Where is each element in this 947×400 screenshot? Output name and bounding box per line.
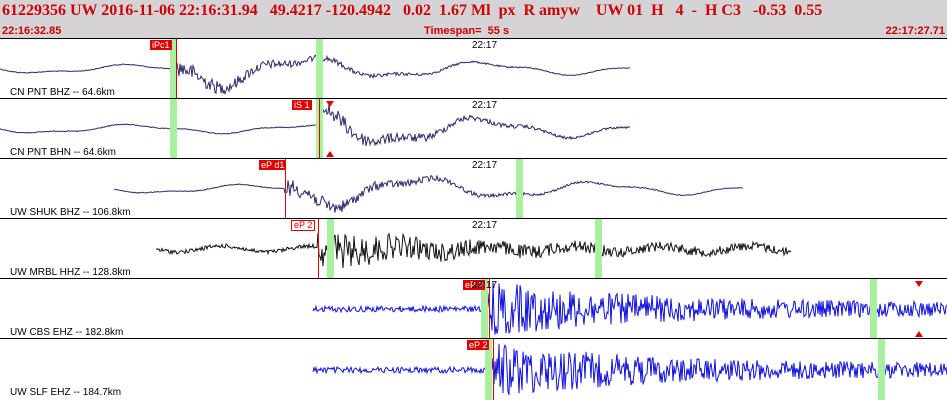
waveform-trace: [113, 174, 744, 213]
pick-line: [493, 339, 494, 400]
arrival-marker: [485, 339, 492, 400]
waveform-trace: [312, 343, 947, 395]
pick-line: [318, 219, 319, 278]
time-label: 22:17: [472, 100, 498, 111]
channel-label: UW SHUK BHZ -- 106.8km: [10, 207, 131, 218]
arrival-marker: [878, 339, 885, 400]
pick-line: [319, 99, 320, 158]
phase-pick[interactable]: eP d1: [259, 160, 287, 170]
arrival-marker: [870, 279, 877, 338]
seismogram-panel[interactable]: iS 1 22:17 CN PNT BHN -- 64.6km: [0, 98, 947, 158]
arrival-marker: [170, 39, 177, 98]
event-title: 61229356 UW 2016-11-06 22:16:31.94 49.42…: [2, 2, 823, 19]
seismogram-panel[interactable]: iPc1 22:17 CN PNT BHZ -- 64.6km: [0, 38, 947, 98]
phase-pick[interactable]: iPc1: [150, 40, 172, 50]
waveform-trace: [0, 54, 630, 96]
time-label: 22:17: [472, 220, 498, 231]
pick-line: [176, 39, 177, 98]
phase-pick[interactable]: eP 2: [291, 220, 316, 231]
seismogram-panels: iPc1 22:17 CN PNT BHZ -- 64.6km iS 1 22:…: [0, 38, 947, 400]
seismogram-panel[interactable]: eP 2 UW SLF EHZ -- 184.7km: [0, 338, 947, 400]
pick-line: [285, 159, 286, 218]
waveform-line: [0, 54, 630, 96]
waveform-trace: [155, 232, 792, 269]
timespan-label: Timespan= 55 s: [424, 25, 510, 37]
seismogram-panel[interactable]: eP 2 22:17 UW CBS EHZ -- 182.8km: [0, 278, 947, 338]
end-time: 22:17:27.71: [885, 25, 945, 37]
triangle-down-icon: [326, 101, 334, 107]
channel-label: UW CBS EHZ -- 182.8km: [10, 327, 124, 338]
time-label: 22:17: [472, 40, 498, 51]
waveform-trace: [0, 103, 631, 147]
arrival-marker: [170, 99, 177, 158]
start-time: 22:16:32.85: [2, 25, 62, 37]
triangle-up-icon: [915, 331, 923, 337]
channel-label: CN PNT BHN -- 64.6km: [10, 147, 116, 158]
time-label: 22:17: [472, 160, 498, 171]
phase-pick[interactable]: eP 2: [463, 280, 486, 290]
arrival-marker: [316, 39, 323, 98]
header-bar: 61229356 UW 2016-11-06 22:16:31.94 49.42…: [0, 0, 947, 38]
seismogram-panel[interactable]: eP 2 22:17 UW MRBL HHZ -- 128.8km: [0, 218, 947, 278]
pick-line: [489, 279, 490, 338]
channel-label: UW MRBL HHZ -- 128.8km: [10, 267, 131, 278]
waveform-line: [113, 174, 744, 213]
waveform-trace: [312, 281, 947, 335]
time-label: 22:17: [472, 280, 498, 291]
waveform-line: [312, 343, 947, 395]
waveform-line: [0, 103, 631, 147]
arrival-marker: [516, 159, 523, 218]
channel-label: CN PNT BHZ -- 64.6km: [10, 87, 115, 98]
triangle-down-icon: [915, 281, 923, 287]
seismogram-panel[interactable]: eP d1 22:17 UW SHUK BHZ -- 106.8km: [0, 158, 947, 218]
arrival-marker: [327, 219, 334, 278]
triangle-up-icon: [326, 151, 334, 157]
arrival-marker: [481, 279, 488, 338]
waveform-line: [312, 281, 947, 335]
phase-pick[interactable]: eP 2: [467, 340, 490, 350]
arrival-marker: [595, 219, 602, 278]
waveform-line: [155, 232, 792, 269]
phase-pick[interactable]: iS 1: [292, 100, 312, 110]
channel-label: UW SLF EHZ -- 184.7km: [10, 387, 122, 398]
